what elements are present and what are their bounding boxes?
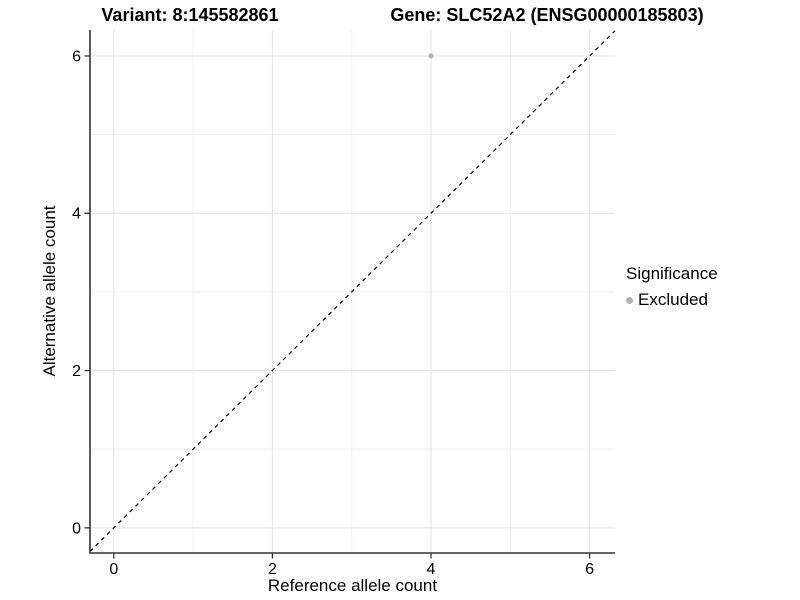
- legend: Significance Excluded: [626, 264, 718, 310]
- y-axis-title: Alternative allele count: [40, 205, 59, 377]
- plot-title-gene: Gene: SLC52A2 (ENSG00000185803): [390, 5, 704, 25]
- x-tick-label: 2: [268, 561, 277, 578]
- x-axis-title: Reference allele count: [267, 576, 438, 595]
- plot-title-variant: Variant: 8:145582861: [101, 5, 279, 25]
- y-tick-label: 6: [72, 48, 81, 65]
- x-tick-label: 0: [109, 561, 118, 578]
- x-tick-label: 6: [585, 561, 594, 578]
- y-tick-label: 2: [72, 363, 81, 380]
- data-point: [428, 53, 434, 59]
- legend-item-label: Excluded: [638, 290, 708, 309]
- identity-line: [89, 30, 616, 552]
- legend-point-icon: [626, 296, 633, 304]
- legend-item-excluded: Excluded: [626, 290, 718, 310]
- y-tick-label: 4: [72, 206, 81, 223]
- y-tick-label: 0: [72, 520, 81, 537]
- x-tick-label: 4: [427, 561, 436, 578]
- legend-title: Significance: [626, 264, 718, 283]
